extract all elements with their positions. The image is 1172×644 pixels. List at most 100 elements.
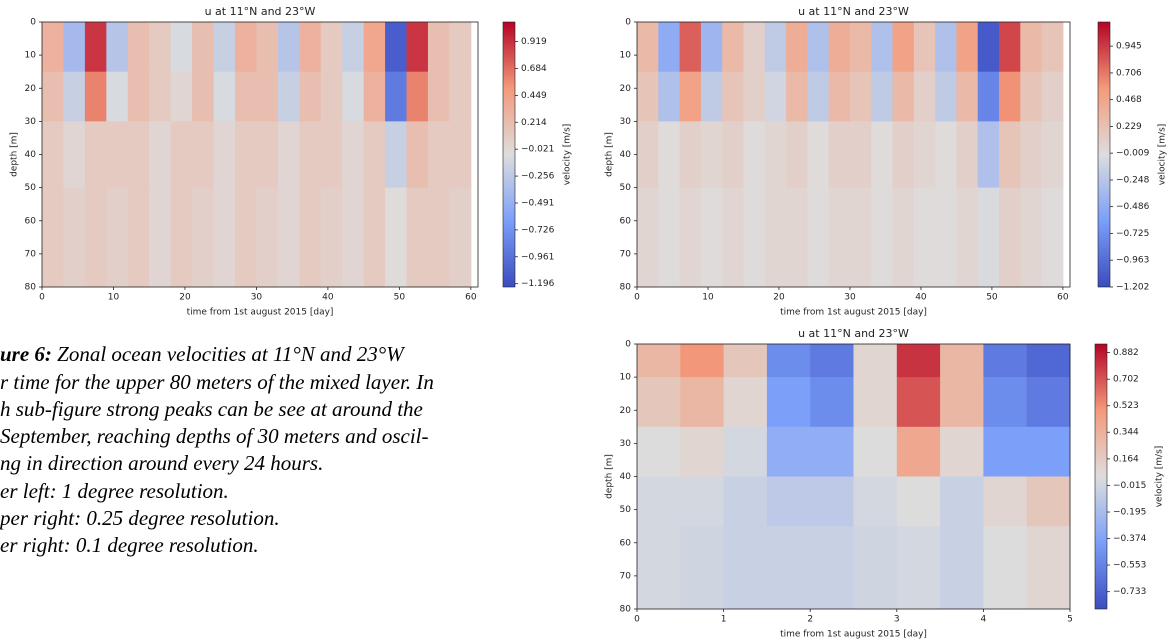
x-tick-label: 20 <box>773 293 785 303</box>
caption-line: er right: 0.1 degree resolution. <box>0 533 259 557</box>
heat-cell <box>84 121 107 189</box>
heat-cell <box>449 187 472 288</box>
heat-cell <box>1026 526 1071 610</box>
x-tick-label: 20 <box>179 293 191 303</box>
heat-cell <box>106 71 129 122</box>
x-axis-label: time from 1st august 2015 [day] <box>780 630 927 640</box>
heat-cell <box>743 187 766 288</box>
colorbar-label: velocity [m/s] <box>563 124 573 186</box>
heat-cell <box>385 22 408 73</box>
heat-cell <box>63 71 86 122</box>
heat-cell <box>935 71 957 122</box>
heat-cell <box>1026 344 1071 378</box>
heat-cell <box>764 22 787 73</box>
heat-cell <box>658 121 681 189</box>
heat-cell <box>849 71 872 122</box>
heat-cell <box>896 476 941 527</box>
heat-cell <box>213 22 236 73</box>
heat-cell <box>807 187 830 288</box>
heat-cell <box>234 121 257 189</box>
colorbar-tick-label: 0.702 <box>1113 375 1139 385</box>
colorbar-tick-label: 0.882 <box>1113 348 1139 358</box>
heat-cell <box>149 71 172 122</box>
heat-cell <box>42 121 64 189</box>
heat-cell <box>637 426 681 477</box>
heat-cell <box>63 187 86 288</box>
heat-cell <box>363 22 386 73</box>
heat-cell <box>149 121 172 189</box>
heat-cell <box>42 187 64 288</box>
x-tick-label: 0 <box>634 615 640 625</box>
heat-cell <box>940 476 984 527</box>
colorbar-tick-label: −0.256 <box>521 172 555 182</box>
heat-cell <box>764 187 787 288</box>
heat-cell <box>956 121 979 189</box>
y-tick-label: 0 <box>625 340 631 350</box>
heat-cell <box>956 22 979 73</box>
heat-cell <box>299 22 322 73</box>
caption-line: ure 6: Zonal ocean velocities at 11°N an… <box>0 342 406 366</box>
y-axis-label: depth [m] <box>605 454 615 499</box>
heat-cell <box>849 121 872 189</box>
heat-cell <box>828 22 851 73</box>
heat-cell <box>913 121 936 189</box>
heat-cell <box>956 187 979 288</box>
heat-cell <box>192 187 215 288</box>
heat-cell <box>913 22 936 73</box>
heat-cell <box>722 121 744 189</box>
y-tick-label: 30 <box>25 117 37 127</box>
x-tick-label: 60 <box>465 293 477 303</box>
heat-cell <box>679 187 702 288</box>
heat-cell <box>892 22 915 73</box>
heat-cell <box>892 121 915 189</box>
heat-cell <box>256 71 279 122</box>
y-tick-label: 0 <box>30 18 36 28</box>
heat-cell <box>406 71 429 122</box>
heat-cell <box>828 71 851 122</box>
colorbar <box>1094 343 1108 610</box>
heat-cell <box>999 22 1021 73</box>
x-tick-label: 50 <box>986 293 998 303</box>
heat-cell <box>810 526 854 610</box>
heat-cell <box>679 22 702 73</box>
y-tick-label: 80 <box>620 605 632 615</box>
heat-cell <box>127 71 150 122</box>
heat-cell <box>896 377 941 428</box>
y-tick-label: 0 <box>625 18 631 28</box>
heat-cell <box>786 71 808 122</box>
heat-cell <box>658 22 681 73</box>
y-tick-label: 30 <box>620 439 632 449</box>
heat-cell <box>256 22 279 73</box>
heat-cell <box>637 121 659 189</box>
heat-cell <box>743 121 766 189</box>
heat-cell <box>406 22 429 73</box>
x-tick-label: 5 <box>1067 615 1073 625</box>
heat-cell <box>896 426 941 477</box>
heat-cell <box>913 187 936 288</box>
heat-cell <box>828 187 851 288</box>
heat-cell <box>106 121 129 189</box>
caption-line: ng in direction around every 24 hours. <box>0 451 323 475</box>
heat-cell <box>449 71 472 122</box>
y-tick-label: 80 <box>25 283 37 293</box>
colorbar-tick-label: −0.963 <box>1116 256 1149 266</box>
heat-cell <box>637 71 659 122</box>
heat-cell <box>127 121 150 189</box>
y-tick-label: 20 <box>620 84 632 94</box>
y-tick-label: 50 <box>25 183 37 193</box>
heat-cell <box>1026 377 1071 428</box>
colorbar-tick-label: −0.486 <box>1116 202 1150 212</box>
y-tick-label: 70 <box>25 249 37 259</box>
x-tick-label: 10 <box>702 293 714 303</box>
heat-cell <box>42 71 64 122</box>
heat-cell <box>722 71 744 122</box>
heat-cell <box>84 71 107 122</box>
heat-cell <box>277 22 300 73</box>
heat-cell <box>342 71 365 122</box>
colorbar-tick-label: −1.196 <box>521 279 555 289</box>
x-tick-label: 40 <box>322 293 334 303</box>
heat-cell <box>63 22 86 73</box>
heat-cell <box>234 71 257 122</box>
colorbar-tick-label: −0.726 <box>521 225 555 235</box>
heat-cell <box>871 22 894 73</box>
